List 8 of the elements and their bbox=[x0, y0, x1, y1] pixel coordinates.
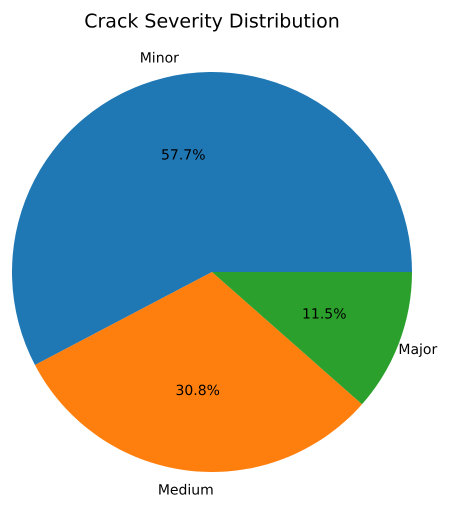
pie-slice bbox=[34, 272, 362, 472]
chart-title: Crack Severity Distribution bbox=[84, 10, 340, 32]
data-label: 57.7% bbox=[161, 147, 206, 164]
data-label: 30.8% bbox=[175, 383, 220, 400]
slice-label: Minor bbox=[140, 50, 180, 66]
slice-label: Major bbox=[398, 342, 438, 358]
slice-label: Medium bbox=[158, 482, 214, 498]
data-label: 11.5% bbox=[302, 306, 346, 322]
